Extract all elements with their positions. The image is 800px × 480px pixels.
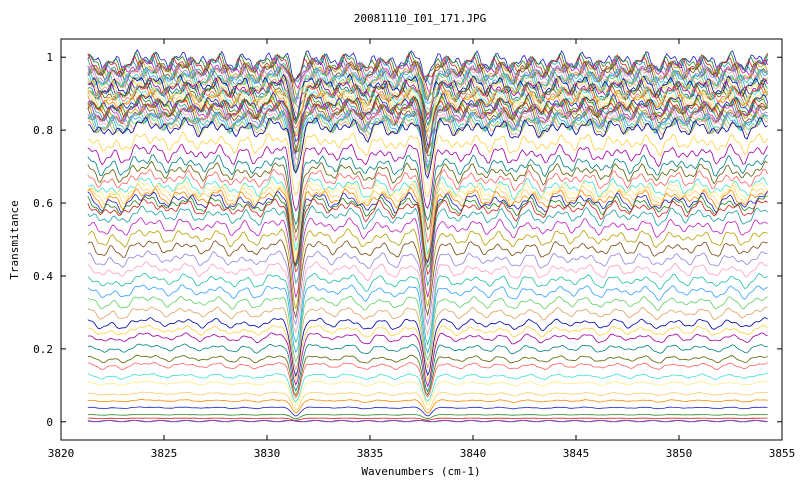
x-tick-label: 3825 bbox=[151, 447, 178, 460]
spectrum-line bbox=[87, 332, 768, 388]
spectrum-line bbox=[87, 380, 768, 406]
spectrum-line bbox=[87, 354, 768, 397]
spectrum-line bbox=[87, 295, 768, 363]
x-tick-label: 3820 bbox=[48, 447, 75, 460]
spectrum-line bbox=[87, 261, 768, 336]
x-axis: 3820 3825 3830 3835 3840 3845 3850 3855 bbox=[48, 39, 796, 460]
spectrum-line bbox=[87, 362, 768, 399]
x-tick-label: 3855 bbox=[769, 447, 796, 460]
spectrum-line bbox=[87, 398, 768, 414]
x-axis-label: Wavenumbers (cm-1) bbox=[361, 465, 480, 478]
spectrum-line bbox=[87, 116, 768, 180]
spectrum-line bbox=[87, 160, 768, 234]
spectrum-line bbox=[87, 83, 768, 133]
spectrum-line bbox=[87, 73, 768, 120]
y-tick-label: 1 bbox=[46, 51, 53, 64]
spectrum-line bbox=[87, 90, 768, 140]
x-tick-label: 3835 bbox=[357, 447, 384, 460]
spectrum-line bbox=[87, 190, 768, 266]
spectrum-line bbox=[87, 419, 768, 423]
y-tick-label: 0.2 bbox=[33, 343, 53, 356]
plot-series-group bbox=[87, 49, 768, 423]
y-tick-label: 0.8 bbox=[33, 124, 53, 137]
spectrum-line bbox=[87, 100, 768, 151]
spectrum-line bbox=[87, 406, 768, 417]
spectrum-line bbox=[87, 110, 768, 174]
spectrum-line bbox=[87, 391, 768, 411]
spectrum-line bbox=[87, 168, 768, 244]
spectrum-line bbox=[87, 250, 768, 326]
spectrum-line bbox=[87, 104, 768, 163]
chart-title: 20081110_I01_171.JPG bbox=[354, 12, 486, 25]
spectrum-line bbox=[87, 239, 768, 319]
spectrum-line bbox=[87, 284, 768, 354]
spectrum-line bbox=[87, 317, 768, 378]
spectrum-line bbox=[87, 107, 768, 167]
spectrum-line bbox=[87, 272, 768, 346]
x-tick-label: 3845 bbox=[563, 447, 590, 460]
spectrum-line bbox=[87, 71, 768, 116]
spectrum-line bbox=[87, 228, 768, 309]
spectrum-line bbox=[87, 343, 768, 393]
spectrum-line bbox=[87, 99, 768, 154]
y-tick-label: 0 bbox=[46, 416, 53, 429]
x-tick-label: 3850 bbox=[666, 447, 693, 460]
y-tick-label: 0.6 bbox=[33, 197, 53, 210]
spectrum-line bbox=[87, 417, 768, 421]
spectrum-line bbox=[87, 217, 768, 298]
spectrum-line bbox=[87, 414, 768, 420]
spectrum-line bbox=[87, 143, 768, 212]
x-tick-label: 3830 bbox=[254, 447, 281, 460]
spectrum-line bbox=[87, 131, 768, 198]
y-tick-label: 0.4 bbox=[33, 270, 53, 283]
spectrum-line bbox=[87, 324, 768, 383]
spectrum-line bbox=[87, 154, 768, 226]
spectrum-line bbox=[87, 373, 768, 403]
spectrum-line bbox=[87, 198, 768, 276]
spectrum-line bbox=[87, 194, 768, 269]
y-axis-label: Transmitance bbox=[8, 200, 21, 279]
y-axis: 0 0.2 0.4 0.6 0.8 1 bbox=[33, 51, 782, 429]
spectrum-line bbox=[87, 205, 768, 287]
spectrum-line bbox=[87, 54, 768, 86]
plot-frame bbox=[60, 38, 783, 441]
x-tick-label: 3840 bbox=[460, 447, 487, 460]
spectrum-line bbox=[87, 306, 768, 371]
